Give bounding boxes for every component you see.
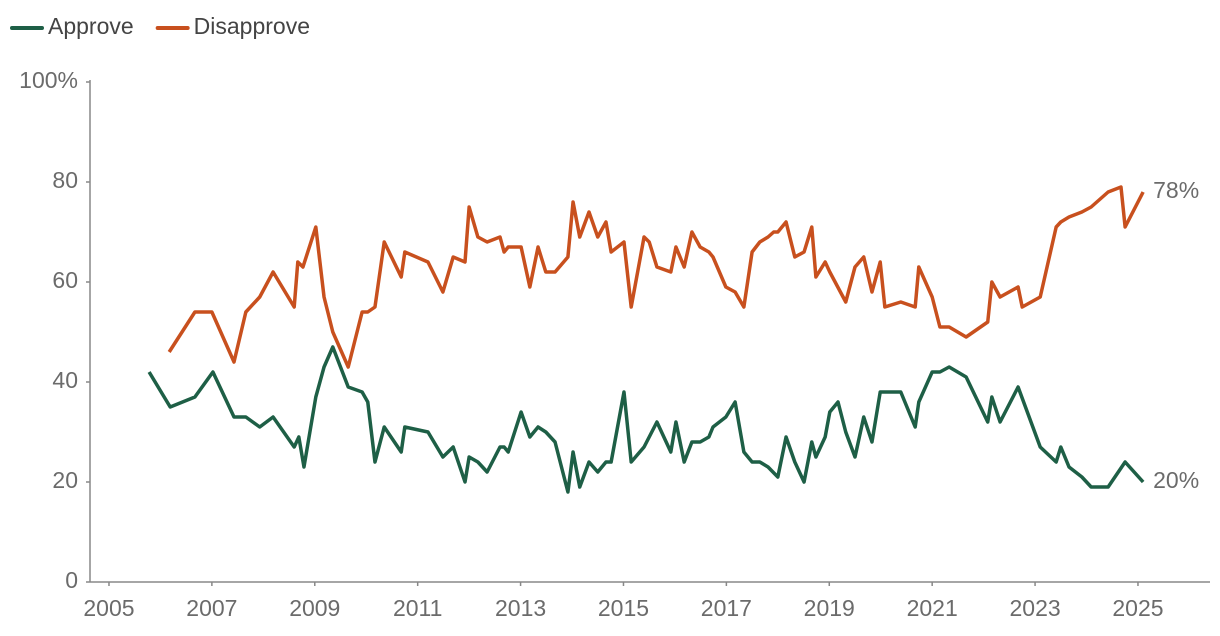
x-tick-label: 2017 (701, 595, 752, 621)
x-tick-label: 2009 (289, 595, 340, 621)
x-tick-label: 2007 (186, 595, 237, 621)
y-tick-label: 0 (65, 567, 78, 593)
end-label: 20% (1153, 467, 1199, 493)
x-tick-label: 2025 (1112, 595, 1163, 621)
y-tick-label: 20 (52, 467, 78, 493)
x-tick-label: 2021 (907, 595, 958, 621)
x-tick-label: 2015 (598, 595, 649, 621)
y-tick-label: 80 (52, 167, 78, 193)
x-tick-label: 2011 (393, 595, 442, 621)
y-tick-label: 40 (52, 367, 78, 393)
y-tick-label: 100% (19, 67, 78, 93)
x-tick-label: 2013 (495, 595, 546, 621)
x-tick-label: 2005 (83, 595, 134, 621)
series-line (147, 345, 1145, 494)
end-label: 78% (1153, 177, 1199, 203)
x-tick-label: 2023 (1009, 595, 1060, 621)
legend-label: Disapprove (194, 13, 310, 39)
y-tick-label: 60 (52, 267, 78, 293)
series-line (167, 185, 1145, 369)
legend-label: Approve (48, 13, 134, 39)
x-tick-label: 2019 (804, 595, 855, 621)
